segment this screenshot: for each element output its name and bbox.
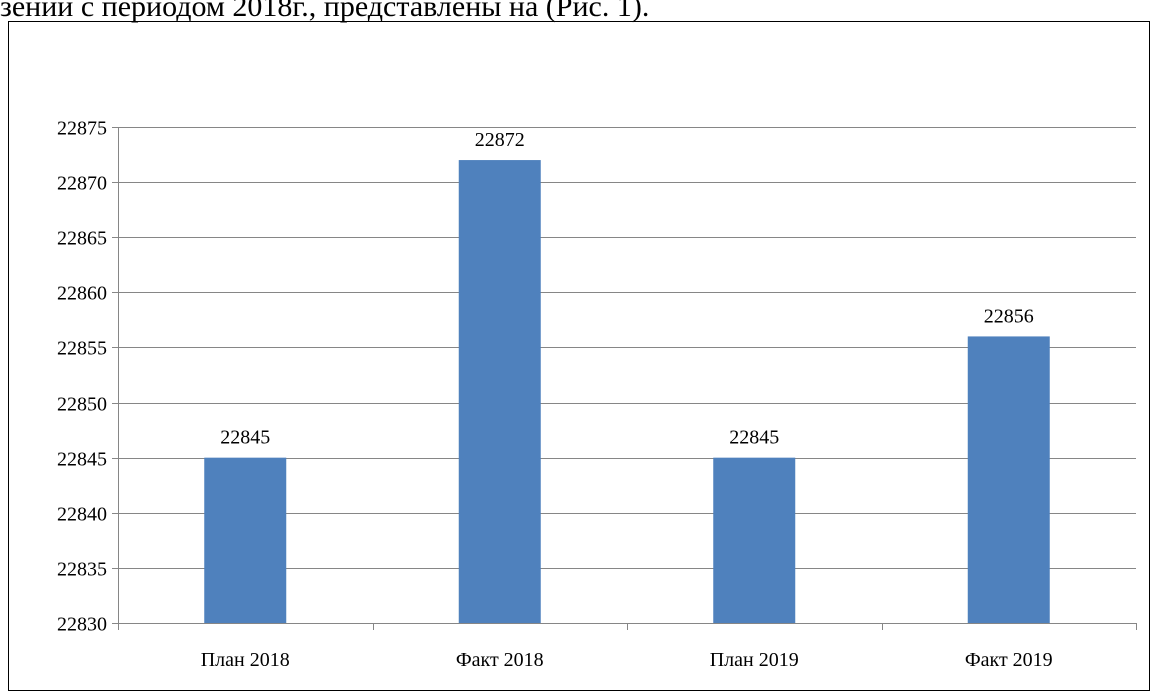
y-tick-label: 22855 bbox=[57, 338, 107, 360]
y-tick-label: 22875 bbox=[57, 118, 107, 140]
y-tick-label: 22835 bbox=[57, 559, 107, 581]
data-label: 22845 bbox=[729, 427, 779, 449]
y-tick-label: 22850 bbox=[57, 394, 107, 416]
data-label: 22872 bbox=[475, 129, 525, 151]
y-tick-label: 22865 bbox=[57, 228, 107, 250]
gridlines bbox=[118, 127, 1136, 569]
x-tick-label: Факт 2019 bbox=[965, 649, 1053, 671]
bar-4 bbox=[967, 336, 1050, 623]
y-tick-label: 22830 bbox=[57, 614, 107, 636]
bars bbox=[204, 160, 1050, 624]
data-label: 22856 bbox=[984, 305, 1034, 327]
caption-text: зений с периодом 2018г., представлены на… bbox=[0, 0, 650, 23]
y-tick-label: 22870 bbox=[57, 173, 107, 195]
y-tick-label: 22845 bbox=[57, 449, 107, 471]
y-tick-label: 22840 bbox=[57, 504, 107, 526]
data-label: 22845 bbox=[220, 427, 270, 449]
x-tick-label: План 2019 bbox=[710, 649, 799, 671]
bar-1 bbox=[204, 457, 287, 623]
x-tick-label: Факт 2018 bbox=[456, 649, 544, 671]
bar-3 bbox=[713, 457, 796, 623]
x-tick-label: План 2018 bbox=[201, 649, 290, 671]
labels: 22830 22835 22840 22845 22850 22855 22860 22865… bbox=[57, 118, 1053, 672]
axes bbox=[112, 127, 1137, 630]
y-tick-label: 22860 bbox=[57, 283, 107, 305]
bar-2 bbox=[458, 160, 541, 624]
